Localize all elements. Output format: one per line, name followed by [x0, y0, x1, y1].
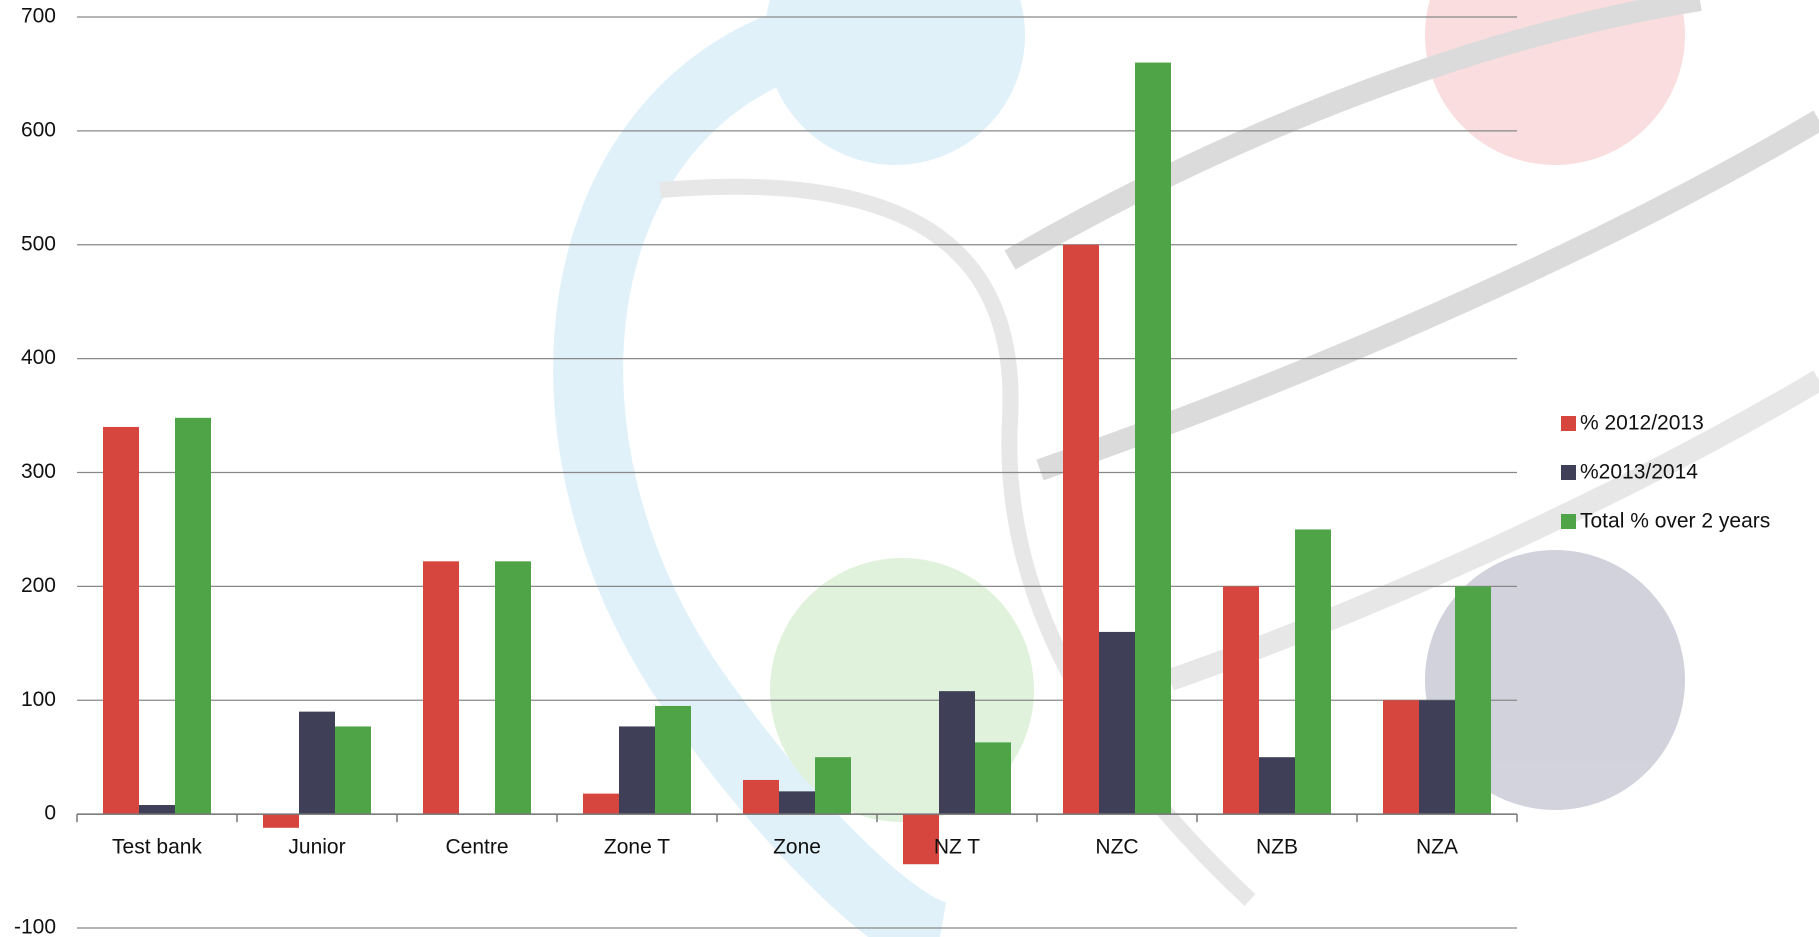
- x-tick-label: NZ T: [934, 836, 980, 859]
- y-tick-label: 300: [21, 460, 56, 483]
- bar: [103, 427, 139, 814]
- bar: [1135, 63, 1171, 815]
- bar: [495, 561, 531, 814]
- y-tick-label: -100: [14, 916, 56, 937]
- chart: -100 0 100 200 300 400 500 600 700 Test bank Junio…: [0, 0, 1819, 937]
- bar: [583, 794, 619, 814]
- bar: [335, 726, 371, 814]
- x-tick-label: Centre: [445, 836, 508, 859]
- legend-swatch: [1561, 514, 1576, 529]
- y-tick-label: 600: [21, 118, 56, 141]
- bar: [1223, 586, 1259, 814]
- bar: [263, 814, 299, 828]
- bar: [1099, 632, 1135, 814]
- x-tick-label: Junior: [288, 836, 345, 859]
- x-tick-label: Test bank: [112, 836, 202, 859]
- bar: [1419, 700, 1455, 814]
- y-tick-label: 500: [21, 232, 56, 255]
- y-tick-label: 400: [21, 346, 56, 369]
- legend-label: Total % over 2 years: [1580, 510, 1770, 533]
- legend-label: % 2012/2013: [1580, 412, 1704, 435]
- bar: [743, 780, 779, 814]
- bar: [1383, 700, 1419, 814]
- x-tick-label: NZB: [1256, 836, 1298, 859]
- bar: [975, 742, 1011, 814]
- bar: [1455, 586, 1491, 814]
- bar: [1295, 529, 1331, 814]
- y-tick-label: 100: [21, 688, 56, 711]
- x-tick-label: NZA: [1416, 836, 1458, 859]
- y-tick-label: 200: [21, 574, 56, 597]
- bar: [939, 691, 975, 814]
- legend-label: %2013/2014: [1580, 461, 1698, 484]
- bar: [779, 791, 815, 814]
- bar: [619, 726, 655, 814]
- x-tick-label: Zone: [773, 836, 821, 859]
- y-tick-label: 700: [21, 5, 56, 28]
- bar: [423, 561, 459, 814]
- y-tick-label: 0: [44, 802, 56, 825]
- bar: [299, 712, 335, 814]
- legend-swatch: [1561, 416, 1576, 431]
- bar: [655, 706, 691, 814]
- bar: [175, 418, 211, 814]
- bar: [1259, 757, 1295, 814]
- x-tick-label: NZC: [1095, 836, 1138, 859]
- bar: [1063, 245, 1099, 814]
- x-tick-label: Zone T: [604, 836, 670, 859]
- bar: [815, 757, 851, 814]
- bar: [139, 805, 175, 814]
- legend-swatch: [1561, 465, 1576, 480]
